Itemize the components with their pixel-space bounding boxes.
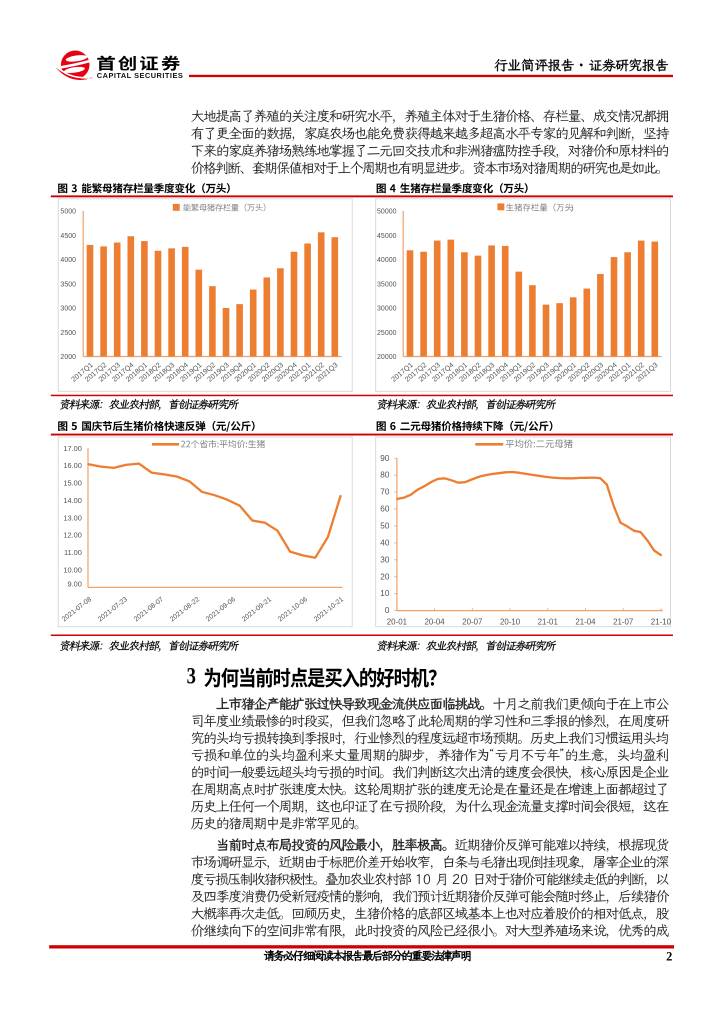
svg-text:16.00: 16.00: [63, 461, 82, 470]
svg-text:40000: 40000: [377, 257, 397, 264]
svg-text:60: 60: [380, 505, 390, 514]
svg-text:15.00: 15.00: [63, 479, 82, 488]
svg-text:2021-10-21: 2021-10-21: [313, 596, 345, 623]
svg-text:45000: 45000: [377, 233, 397, 240]
svg-text:21-10: 21-10: [651, 617, 672, 626]
svg-text:13.00: 13.00: [63, 513, 82, 522]
svg-text:2021-07-23: 2021-07-23: [97, 596, 129, 623]
svg-text:CAPITAL SECURITIES: CAPITAL SECURITIES: [97, 71, 183, 80]
svg-text:25000: 25000: [377, 330, 397, 337]
svg-text:20-04: 20-04: [425, 617, 446, 626]
svg-text:): ): [571, 203, 574, 213]
svg-text:2021-08-22: 2021-08-22: [169, 596, 201, 623]
svg-text:2021-07-08: 2021-07-08: [61, 596, 93, 623]
svg-text:2021-09-21: 2021-09-21: [241, 596, 273, 623]
svg-text:14.00: 14.00: [63, 496, 82, 505]
svg-text:50000: 50000: [377, 209, 397, 216]
svg-text:4500: 4500: [60, 233, 76, 240]
svg-text:50: 50: [380, 521, 390, 530]
svg-text:2000: 2000: [60, 354, 76, 361]
svg-text:20-01: 20-01: [387, 617, 407, 626]
svg-text:35000: 35000: [377, 281, 397, 288]
svg-text:12.00: 12.00: [63, 531, 82, 540]
svg-text:2500: 2500: [60, 330, 76, 337]
svg-text:2021-10-06: 2021-10-06: [277, 596, 309, 623]
svg-text:20: 20: [380, 572, 390, 581]
svg-text:2021-08-07: 2021-08-07: [133, 596, 165, 623]
svg-text:10: 10: [380, 589, 390, 598]
svg-text:70: 70: [380, 488, 390, 497]
svg-text:30000: 30000: [377, 306, 397, 313]
svg-text:21-04: 21-04: [575, 617, 596, 626]
svg-text:21-07: 21-07: [613, 617, 633, 626]
svg-text:3500: 3500: [60, 281, 76, 288]
svg-text:3: 3: [187, 663, 196, 690]
svg-text:3000: 3000: [60, 306, 76, 313]
svg-text:20-10: 20-10: [500, 617, 521, 626]
svg-text:0: 0: [385, 606, 390, 615]
svg-text:5000: 5000: [60, 209, 76, 216]
svg-text:20-07: 20-07: [462, 617, 482, 626]
svg-text:10.00: 10.00: [63, 566, 82, 575]
svg-text:80: 80: [380, 471, 390, 480]
svg-text:20000: 20000: [377, 354, 397, 361]
svg-text:40: 40: [380, 538, 390, 547]
svg-text:2021-09-06: 2021-09-06: [205, 596, 237, 623]
svg-text:2: 2: [666, 950, 672, 964]
svg-text:11.00: 11.00: [64, 548, 82, 557]
svg-text:90: 90: [380, 454, 390, 463]
svg-text:17.00: 17.00: [63, 444, 82, 453]
svg-text:30: 30: [380, 555, 390, 564]
svg-text:21-01: 21-01: [538, 617, 558, 626]
svg-text:4000: 4000: [60, 257, 76, 264]
svg-text:9.00: 9.00: [68, 579, 82, 588]
